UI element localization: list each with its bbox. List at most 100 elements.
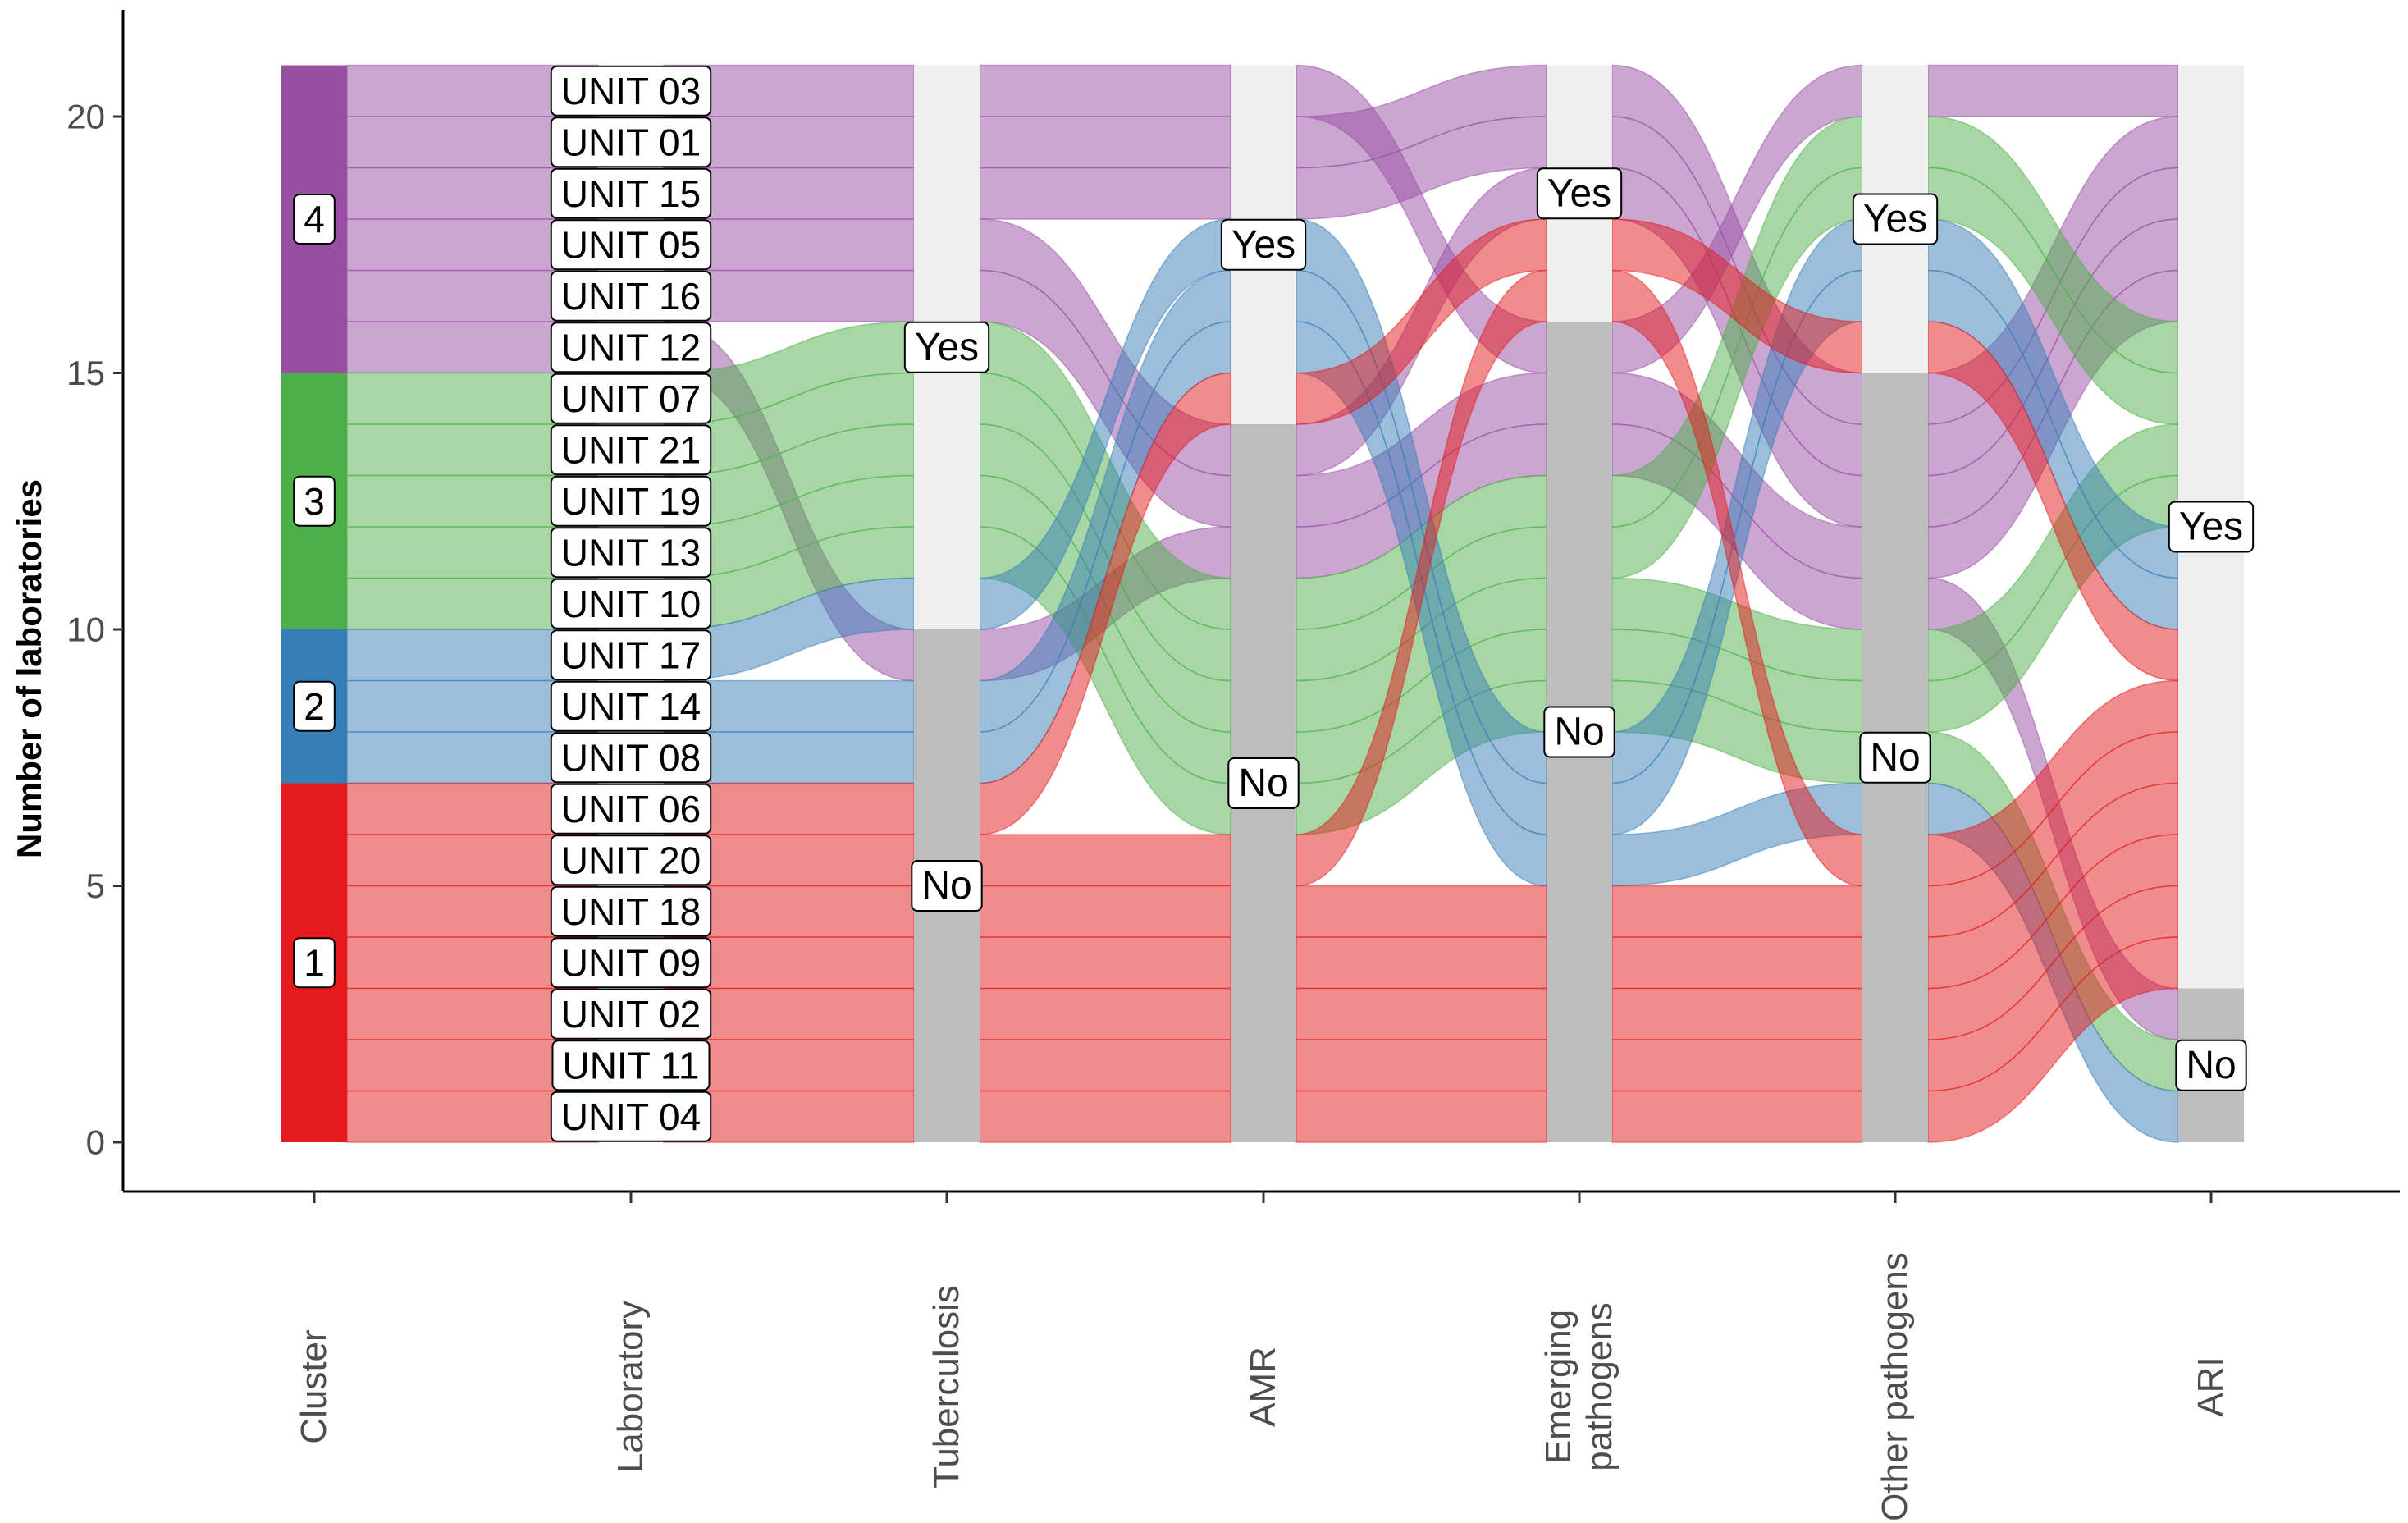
lab-label-unit-04-text: UNIT 04 <box>561 1095 701 1138</box>
flow-unit-01-segment-3 <box>979 116 1231 169</box>
answer-label-tb-yes-box <box>903 321 990 373</box>
lab-label-unit-01: UNIT 01 <box>550 117 712 168</box>
flow-unit-18-segment-4 <box>1295 885 1547 938</box>
lab-label-unit-04: UNIT 04 <box>550 1091 712 1142</box>
answer-label-tb-no: No <box>911 860 983 912</box>
lab-label-unit-15: UNIT 15 <box>550 167 712 219</box>
flow-unit-04-segment-3 <box>979 1090 1231 1143</box>
x-axis-label-ari: ARI <box>2191 1356 2231 1416</box>
lab-label-unit-05-text: UNIT 05 <box>561 223 701 266</box>
flow-unit-09-segment-5 <box>1611 936 1863 990</box>
flow-unit-11-segment-5 <box>1611 1039 1863 1092</box>
cluster-label-1-box <box>293 937 336 989</box>
x-axis-label-cluster: Cluster <box>294 1329 334 1443</box>
cluster-label-2-box <box>293 680 336 732</box>
lab-label-unit-05: UNIT 05 <box>550 219 712 271</box>
answer-label-ari-yes-text: Yes <box>2179 505 2243 549</box>
cluster-label-1-text: 1 <box>304 941 325 984</box>
lab-label-unit-15-box <box>550 167 712 219</box>
answer-label-tb-yes: Yes <box>903 321 990 373</box>
answer-label-amr-yes-text: Yes <box>1231 223 1295 267</box>
lab-label-unit-12-box <box>550 322 712 373</box>
answer-label-other-yes-box <box>1852 193 1939 245</box>
flow-unit-02-segment-5 <box>1611 987 1863 1040</box>
answer-label-amr-no-text: No <box>1238 762 1288 805</box>
x-axis-label-emerging-pathogens: Emergingpathogens <box>1538 1302 1620 1471</box>
lab-label-unit-14: UNIT 14 <box>550 680 712 732</box>
lab-label-unit-05-box <box>550 219 712 271</box>
answer-label-other-no: No <box>1859 731 1931 784</box>
lab-label-unit-07: UNIT 07 <box>550 373 712 424</box>
answer-label-amr-no: No <box>1227 757 1300 809</box>
lab-label-unit-15-text: UNIT 15 <box>561 172 701 215</box>
cluster-label-4-box <box>293 194 336 245</box>
answer-label-tb-no-box <box>911 860 983 912</box>
lab-label-unit-08-box <box>550 732 712 784</box>
answer-label-emerging-yes: Yes <box>1536 167 1623 220</box>
cluster-label-2: 2 <box>293 680 336 732</box>
lab-label-unit-13-box <box>550 527 712 579</box>
cluster-label-1: 1 <box>293 937 336 989</box>
answer-label-other-no-text: No <box>1870 736 1920 780</box>
answer-label-amr-no-box <box>1227 757 1300 809</box>
lab-label-unit-18: UNIT 18 <box>550 885 712 937</box>
lab-label-unit-19-box <box>550 475 712 527</box>
flow-unit-15-segment-3 <box>979 167 1231 220</box>
lab-label-unit-18-text: UNIT 18 <box>561 890 701 933</box>
lab-label-unit-01-box <box>550 117 712 168</box>
lab-label-unit-18-box <box>550 885 712 937</box>
lab-label-unit-01-text: UNIT 01 <box>561 121 701 163</box>
lab-label-unit-19-text: UNIT 19 <box>561 480 701 523</box>
answer-label-tb-no-text: No <box>921 864 971 908</box>
cluster-label-3-box <box>293 475 336 527</box>
flow-unit-09-segment-3 <box>979 936 1231 990</box>
lab-label-unit-02-box <box>550 988 712 1040</box>
answer-label-ari-no: No <box>2175 1039 2247 1091</box>
answer-label-other-no-box <box>1859 731 1931 784</box>
flow-unit-11-segment-4 <box>1295 1039 1547 1092</box>
lab-label-unit-13: UNIT 13 <box>550 527 712 579</box>
y-tick-label-10: 10 <box>66 611 105 649</box>
x-axis-label-laboratory: Laboratory <box>610 1301 651 1473</box>
lab-label-unit-06-text: UNIT 06 <box>561 788 701 830</box>
lab-label-unit-10-box <box>550 578 712 629</box>
lab-label-unit-06-box <box>550 783 712 835</box>
lab-label-unit-03: UNIT 03 <box>550 65 712 117</box>
answer-label-emerging-no-box <box>1543 706 1615 758</box>
lab-label-unit-20-box <box>550 835 712 886</box>
lab-label-unit-20-text: UNIT 20 <box>561 839 701 881</box>
lab-label-unit-21: UNIT 21 <box>550 424 712 476</box>
lab-label-unit-06: UNIT 06 <box>550 783 712 835</box>
flow-layer <box>346 64 2179 1143</box>
lab-label-unit-17-text: UNIT 17 <box>561 633 701 676</box>
flow-unit-04-segment-5 <box>1611 1090 1863 1143</box>
lab-label-unit-16-box <box>550 270 712 322</box>
answer-label-ari-yes: Yes <box>2168 501 2255 553</box>
flow-unit-03-segment-3 <box>979 64 1231 117</box>
lab-label-unit-03-text: UNIT 03 <box>561 70 701 112</box>
answer-label-emerging-no-text: No <box>1554 711 1604 754</box>
lab-label-unit-09: UNIT 09 <box>550 937 712 989</box>
x-axis-label-amr: AMR <box>1243 1347 1283 1427</box>
y-tick-label-5: 5 <box>86 867 105 905</box>
lab-label-unit-08-text: UNIT 08 <box>561 736 701 779</box>
lab-label-unit-14-box <box>550 680 712 732</box>
flow-unit-18-segment-5 <box>1611 885 1863 938</box>
lab-label-unit-11: UNIT 11 <box>551 1040 711 1091</box>
lab-label-unit-09-text: UNIT 09 <box>561 941 701 984</box>
cluster-label-4: 4 <box>293 194 336 245</box>
flow-unit-02-segment-4 <box>1295 987 1547 1040</box>
x-axis-label-tuberculosis: Tuberculosis <box>926 1285 966 1489</box>
answer-label-other-yes-text: Yes <box>1863 198 1927 241</box>
lab-label-unit-21-text: UNIT 21 <box>561 428 701 471</box>
answer-label-ari-no-text: No <box>2186 1044 2236 1087</box>
answer-label-emerging-yes-box <box>1536 167 1623 220</box>
lab-label-unit-03-box <box>550 65 712 117</box>
answer-label-emerging-yes-text: Yes <box>1547 172 1611 215</box>
answer-label-emerging-no: No <box>1543 706 1615 758</box>
flow-unit-11-segment-3 <box>979 1039 1231 1092</box>
flow-unit-09-segment-4 <box>1295 936 1547 990</box>
lab-label-unit-02: UNIT 02 <box>550 988 712 1040</box>
flow-unit-02-segment-3 <box>979 987 1231 1040</box>
